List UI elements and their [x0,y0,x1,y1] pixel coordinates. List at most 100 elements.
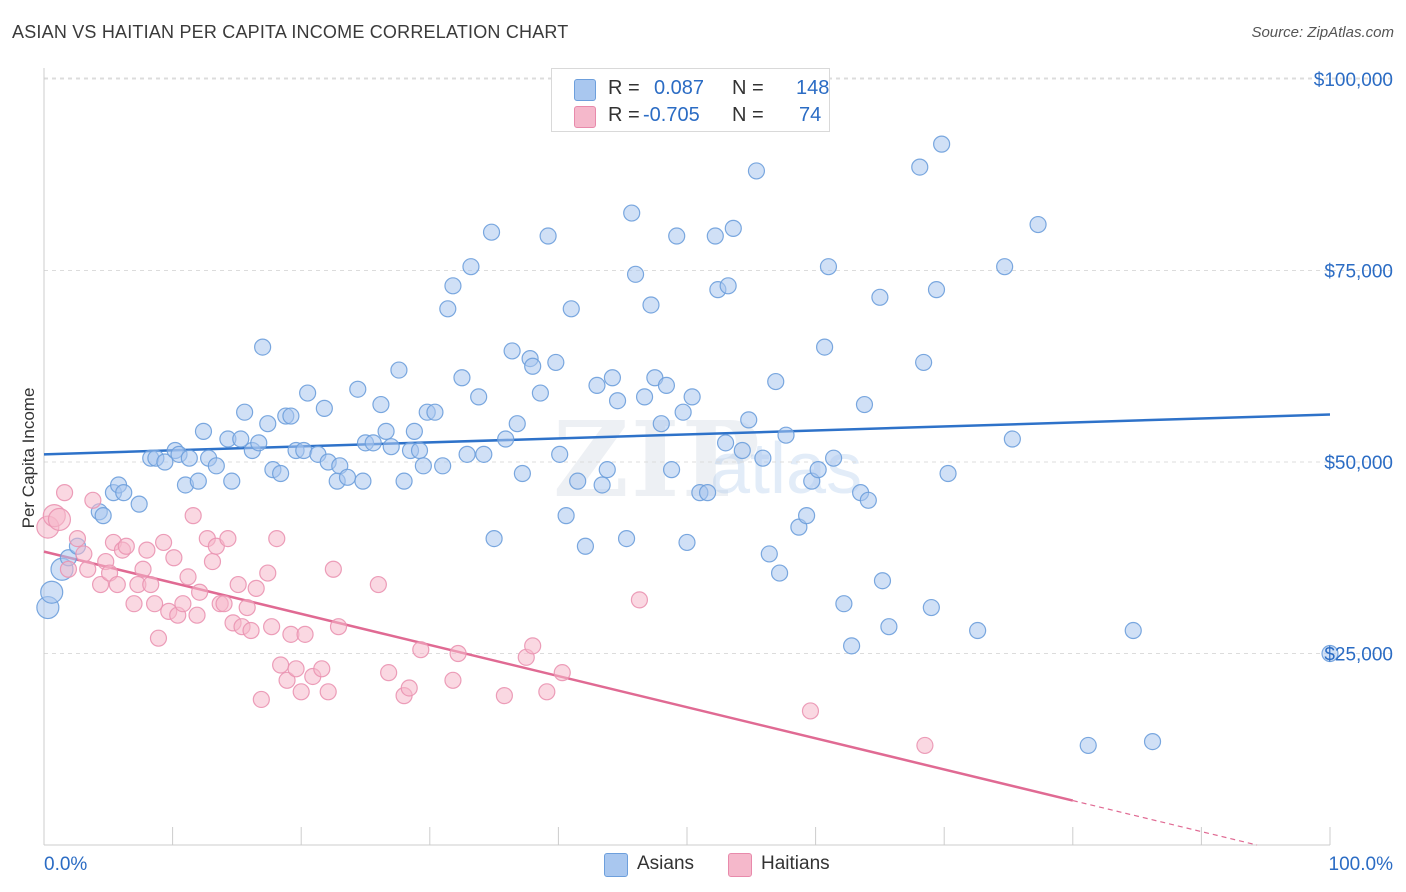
asians-point[interactable] [770,564,789,582]
asians-point[interactable] [557,507,575,525]
asians-point[interactable] [513,464,531,483]
haitians-point[interactable] [272,656,290,674]
haitians-point[interactable] [444,671,462,689]
asians-point[interactable] [434,457,452,475]
asians-point[interactable] [410,441,429,460]
asians-point[interactable] [462,258,480,276]
haitians-point[interactable] [242,621,260,640]
haitians-point[interactable] [179,568,197,586]
haitians-point[interactable] [412,641,430,659]
haitians-point[interactable] [449,644,467,663]
asians-point[interactable] [626,265,645,283]
haitians-point[interactable] [117,537,135,555]
haitians-point[interactable] [287,660,305,678]
haitians-point[interactable] [238,598,256,617]
asians-point[interactable] [927,281,946,299]
asians-point[interactable] [508,415,526,433]
asians-point[interactable] [668,227,686,245]
asians-point[interactable] [364,434,382,452]
asians-point[interactable] [754,449,772,467]
asians-point[interactable] [698,484,717,502]
asians-point[interactable] [939,464,957,483]
asians-point[interactable] [453,369,471,387]
haitians-point[interactable] [165,549,183,567]
asians-point[interactable] [497,430,515,448]
haitians-point[interactable] [149,629,168,647]
asians-point[interactable] [922,598,940,617]
asians-point[interactable] [678,533,696,552]
asians-point[interactable] [156,453,174,471]
asians-point[interactable] [377,422,395,440]
haitians-point[interactable] [188,606,206,624]
asians-point[interactable] [733,441,751,460]
asians-point[interactable] [382,438,400,456]
haitians-point[interactable] [329,618,348,636]
asians-point[interactable] [652,415,670,433]
asians-point[interactable] [642,296,660,314]
asians-point[interactable] [349,380,367,398]
asians-point[interactable] [719,277,737,295]
haitians-point[interactable] [247,579,265,597]
haitians-point[interactable] [380,664,398,682]
asians-point[interactable] [843,637,861,655]
haitians-point[interactable] [174,595,192,613]
asians-point[interactable] [915,353,933,372]
asians-point[interactable] [588,376,606,394]
asians-point[interactable] [608,392,627,410]
haitians-point[interactable] [134,560,152,578]
haitians-point[interactable] [630,591,649,609]
asians-point[interactable] [873,572,892,590]
haitians-point[interactable] [145,595,164,613]
asians-point[interactable] [1124,621,1142,640]
asians-point[interactable] [295,441,313,460]
asians-point[interactable] [130,495,148,513]
asians-point[interactable] [797,507,816,525]
asians-point[interactable] [372,395,390,414]
asians-point[interactable] [819,258,838,276]
asians-point[interactable] [482,223,501,241]
asians-point[interactable] [1079,736,1097,755]
haitians-point[interactable] [319,683,337,701]
asians-point[interactable] [232,430,250,448]
haitians-point[interactable] [59,560,78,578]
asians-point[interactable] [657,376,676,394]
asians-point[interactable] [315,399,333,417]
asians-point[interactable] [115,484,133,502]
haitians-point[interactable] [278,671,296,689]
haitians-point[interactable] [268,529,286,548]
haitians-point[interactable] [495,687,513,705]
haitians-point[interactable] [191,583,209,601]
haitians-point[interactable] [47,507,72,532]
asians-point[interactable] [94,507,112,525]
haitians-point[interactable] [916,736,934,755]
asians-point[interactable] [835,595,853,613]
asians-point[interactable] [1143,732,1162,751]
asians-point[interactable] [859,491,877,509]
asians-point[interactable] [674,403,692,421]
asians-point[interactable] [414,457,432,475]
asians-point[interactable] [40,580,64,604]
asians-point[interactable] [250,434,268,452]
haitians-point[interactable] [400,679,418,697]
haitians-point[interactable] [524,637,542,655]
asians-point[interactable] [598,461,616,479]
asians-point[interactable] [207,457,225,475]
asians-point[interactable] [623,204,641,222]
haitians-point[interactable] [313,660,331,678]
haitians-point[interactable] [292,683,310,701]
asians-point[interactable] [254,338,272,356]
asians-point[interactable] [259,415,277,433]
asians-point[interactable] [299,384,317,402]
asians-point[interactable] [716,434,735,452]
haitians-point[interactable] [154,533,173,552]
haitians-point[interactable] [79,560,97,578]
asians-point[interactable] [871,288,889,306]
asians-point[interactable] [390,361,408,379]
asians-point[interactable] [282,407,300,425]
asians-point[interactable] [617,529,636,548]
asians-point[interactable] [395,472,413,490]
asians-point[interactable] [969,621,987,640]
asians-point[interactable] [531,384,549,402]
asians-point[interactable] [194,422,213,440]
haitians-point[interactable] [215,595,233,613]
